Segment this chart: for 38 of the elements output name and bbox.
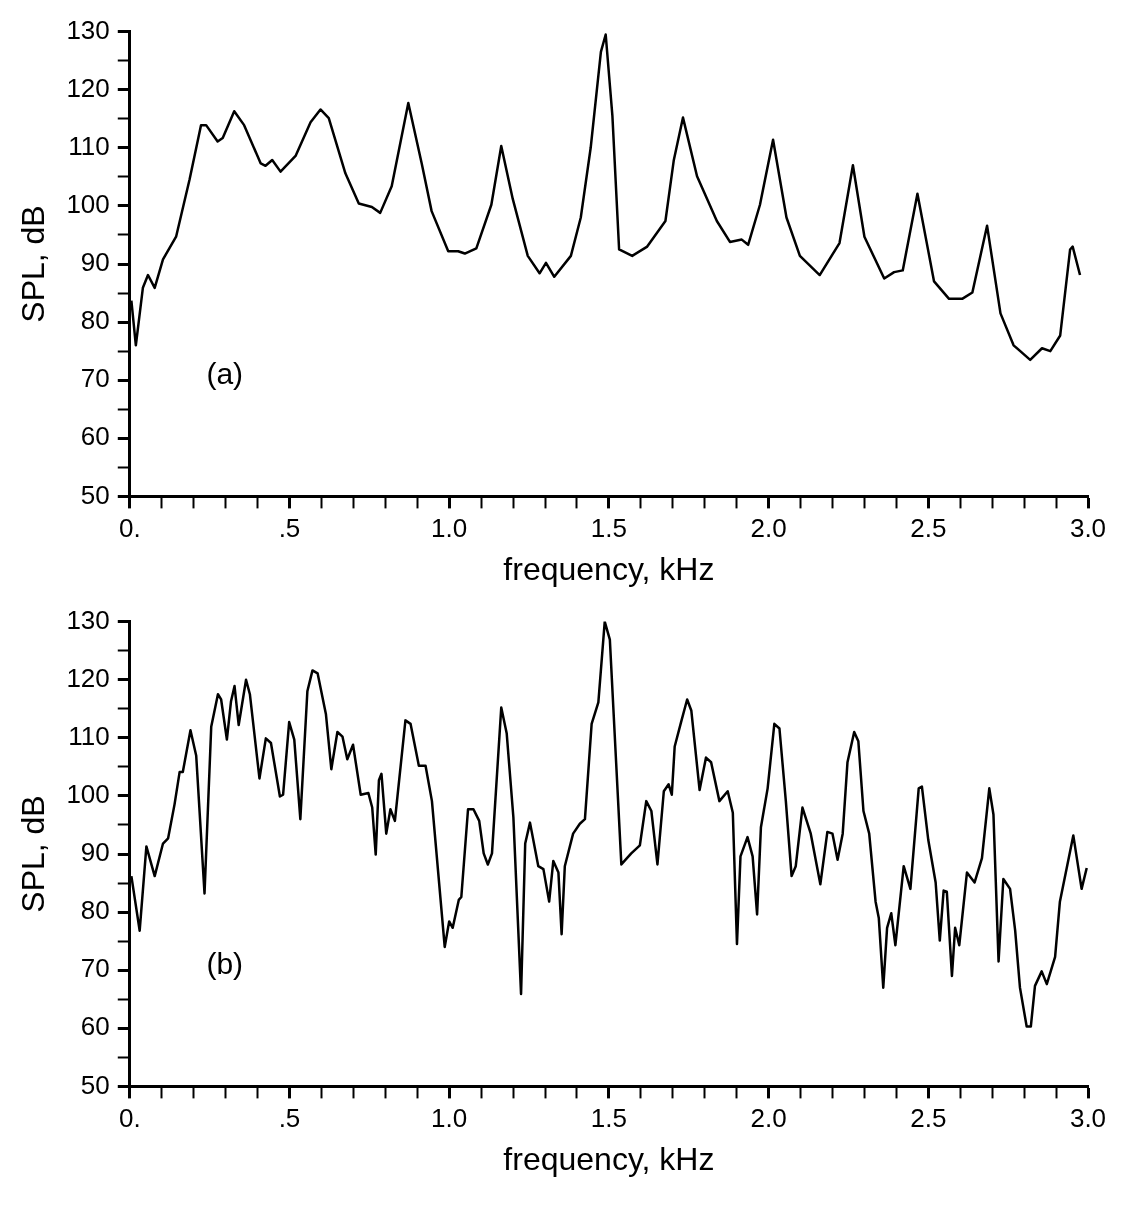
y-tick-label: 110 bbox=[68, 720, 110, 751]
x-tick-label: 0. bbox=[118, 1103, 141, 1134]
x-tick-label: .5 bbox=[278, 1103, 301, 1134]
x-tick-label: 2.5 bbox=[910, 1103, 947, 1134]
x-tick-label: 2.5 bbox=[910, 513, 947, 544]
y-tick-label: 120 bbox=[66, 72, 110, 103]
x-tick-label: 1.5 bbox=[590, 1103, 627, 1134]
y-tick-label: 90 bbox=[80, 837, 110, 868]
y-tick-label: 130 bbox=[66, 14, 110, 45]
x-tick-label: 1.0 bbox=[431, 1103, 468, 1134]
y-tick-label: 50 bbox=[80, 479, 110, 510]
y-axis-title: SPL, dB bbox=[15, 795, 52, 913]
x-tick-label: 2.0 bbox=[750, 513, 787, 544]
x-tick-label: 3.0 bbox=[1069, 513, 1107, 544]
y-tick-label: 80 bbox=[80, 305, 110, 336]
x-tick-label: 2.0 bbox=[750, 1103, 787, 1134]
y-tick-label: 100 bbox=[66, 189, 110, 220]
y-tick-label: 60 bbox=[80, 421, 110, 452]
x-tick-label: 0. bbox=[118, 513, 141, 544]
annotation: (a) bbox=[206, 356, 244, 390]
y-tick-label: 130 bbox=[66, 604, 110, 635]
y-tick-label: 100 bbox=[66, 779, 110, 810]
y-tick-label: 70 bbox=[80, 953, 110, 984]
y-tick-label: 110 bbox=[68, 130, 110, 161]
x-axis-title: frequency, kHz bbox=[503, 1140, 715, 1177]
y-axis-title: SPL, dB bbox=[15, 205, 52, 323]
y-tick-label: 120 bbox=[66, 662, 110, 693]
y-tick-label: 60 bbox=[80, 1011, 110, 1042]
y-tick-label: 90 bbox=[80, 247, 110, 278]
y-tick-label: 70 bbox=[80, 363, 110, 394]
x-tick-label: .5 bbox=[278, 513, 301, 544]
x-tick-label: 1.5 bbox=[590, 513, 627, 544]
x-axis-title: frequency, kHz bbox=[503, 550, 715, 587]
x-tick-label: 1.0 bbox=[431, 513, 468, 544]
annotation: (b) bbox=[206, 946, 244, 980]
y-tick-label: 50 bbox=[80, 1069, 110, 1100]
x-tick-label: 3.0 bbox=[1069, 1103, 1107, 1134]
y-tick-label: 80 bbox=[80, 895, 110, 926]
